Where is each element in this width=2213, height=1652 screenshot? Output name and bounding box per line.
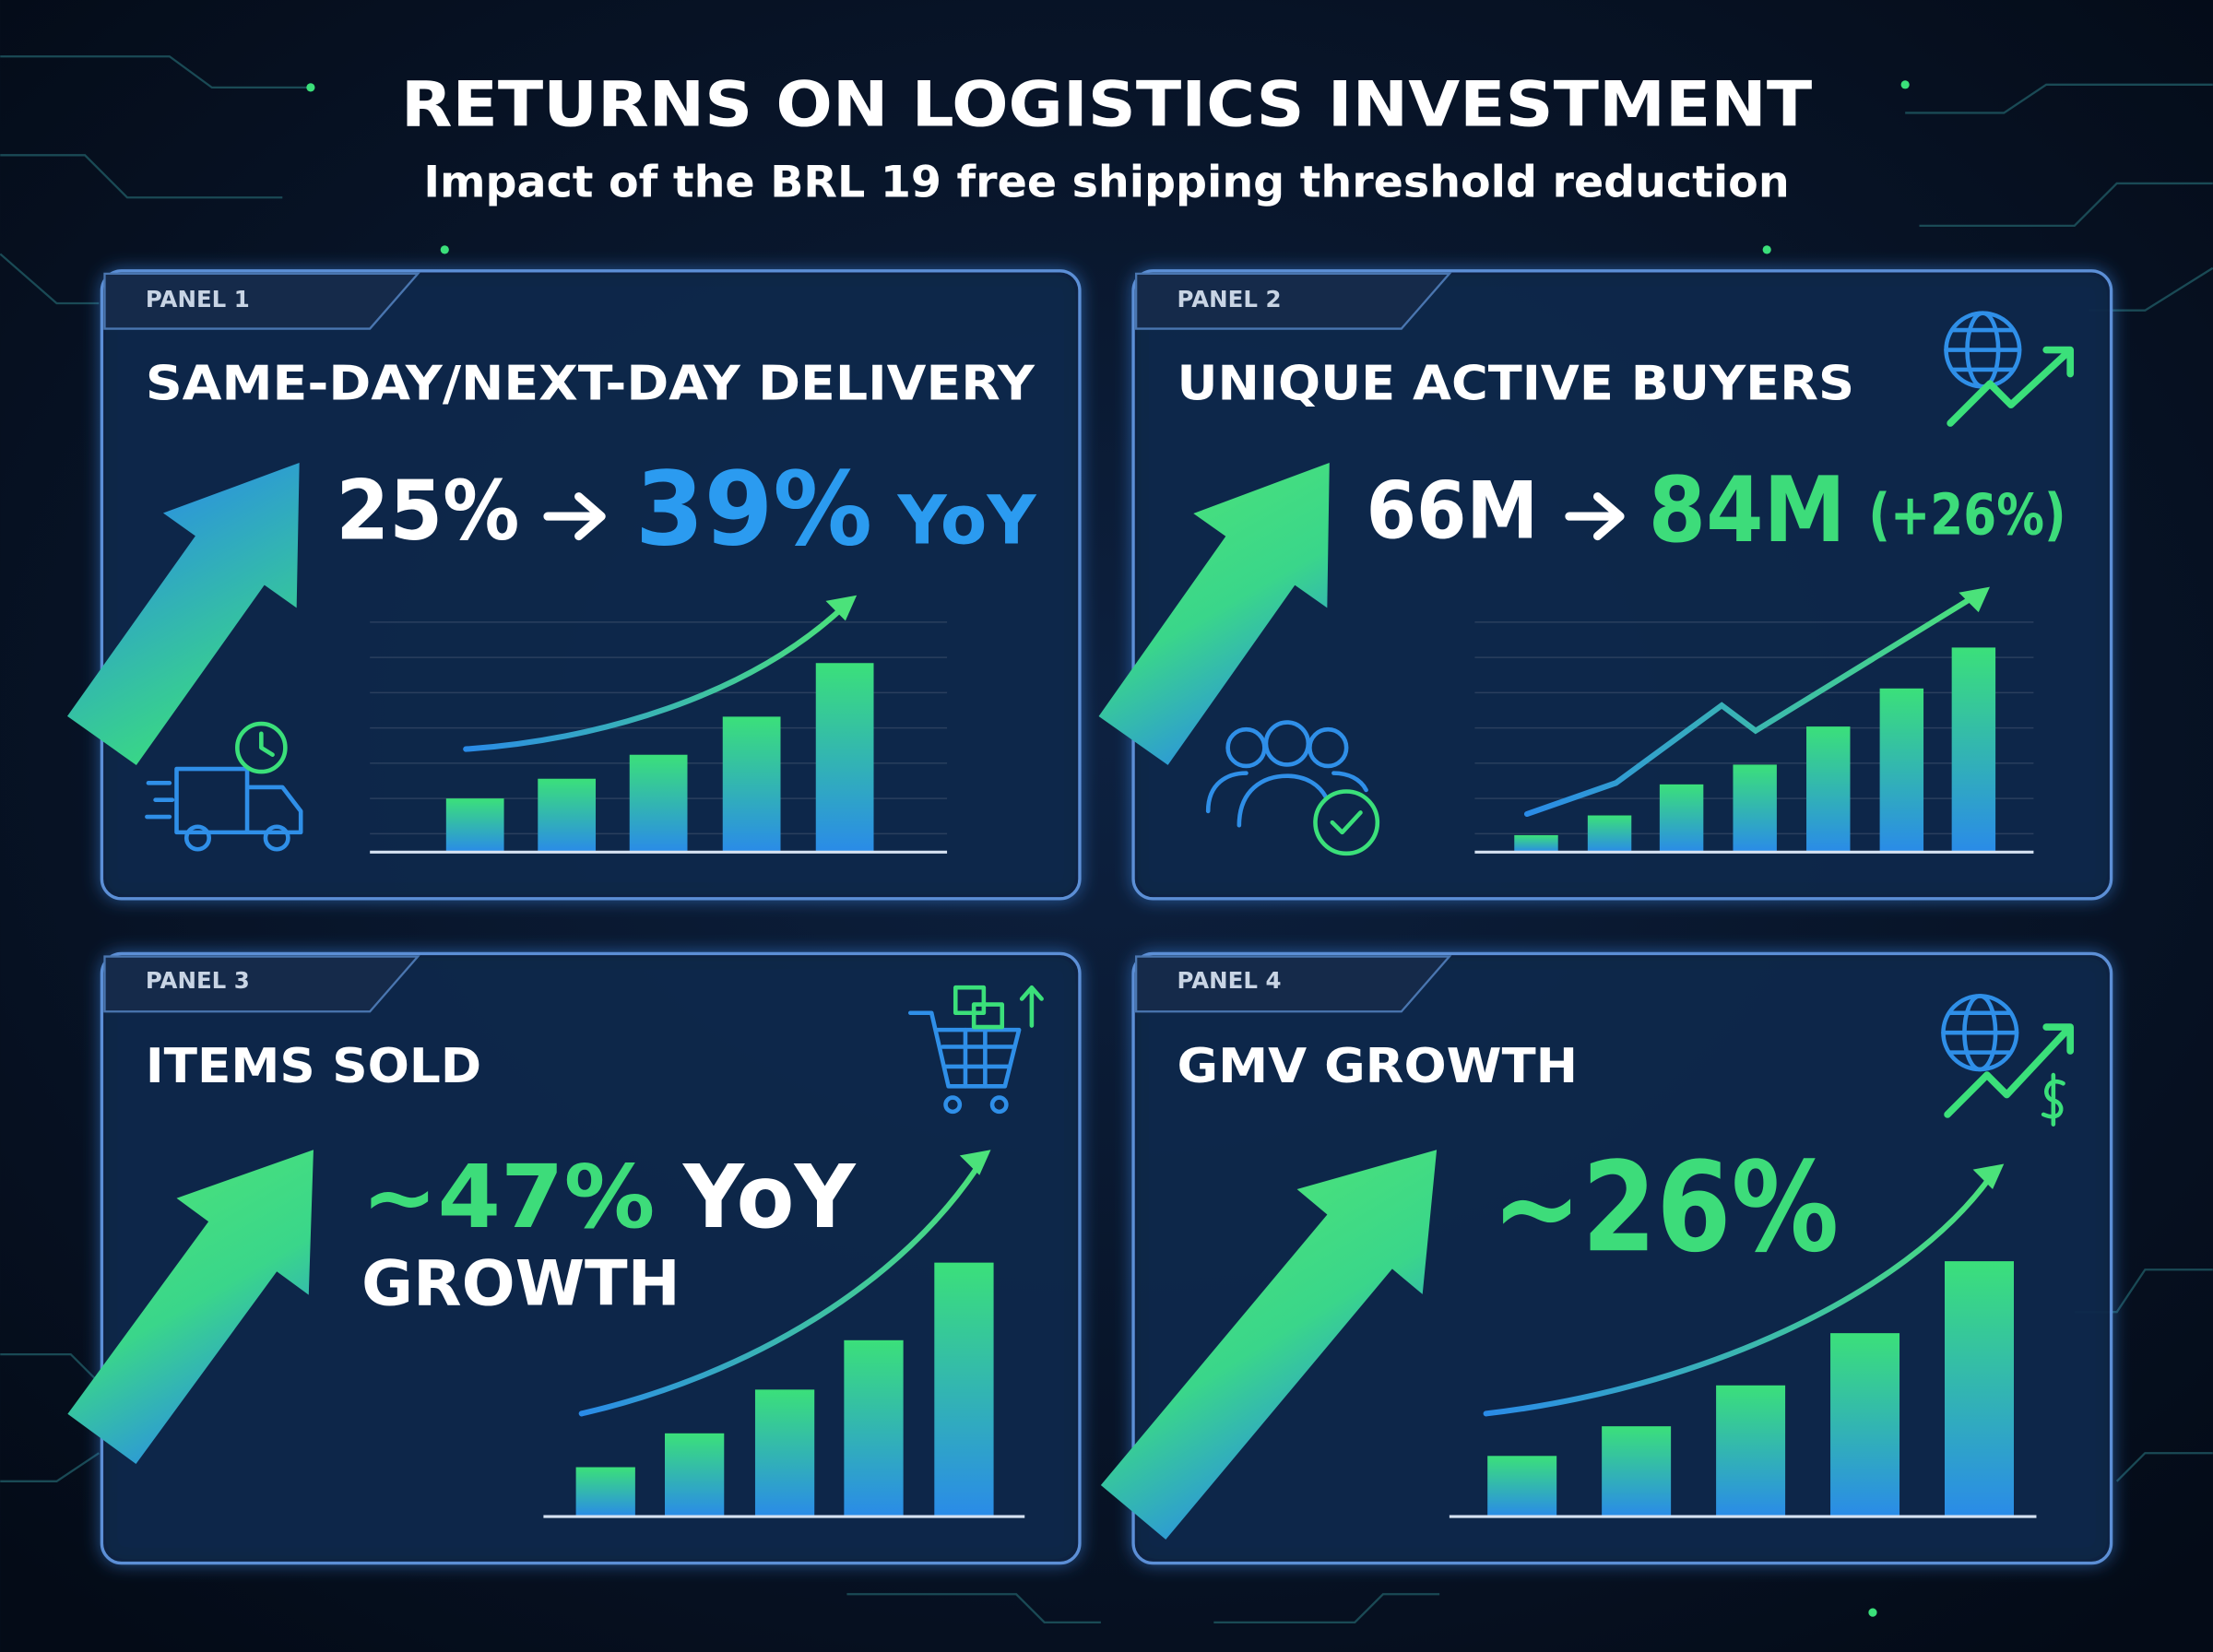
bar [1951,647,1996,853]
bar [815,663,874,853]
bar [1587,815,1632,853]
metric-note: (+26%) [1868,483,2065,549]
bar [665,1433,725,1517]
bar [1806,726,1851,853]
bar [1602,1426,1672,1517]
cart-icon [907,985,1044,1115]
bar [1716,1385,1786,1517]
trend-line [463,600,850,752]
metric-caption: GROWTH [361,1248,680,1320]
title: RETURNS ON LOGISTICS INVESTMENT [401,68,1812,140]
bar [629,754,688,853]
panel-title: ITEMS SOLD [146,1039,481,1094]
big-arrow [1100,1150,1438,1540]
bar [1879,688,1924,853]
bar [445,798,504,853]
panel [100,951,1082,1565]
trend-head [1959,586,1990,613]
trend-head [959,1150,991,1175]
arrow-icon [543,492,606,541]
metric-from: 25% [336,464,519,559]
panel-title: UNIQUE ACTIVE BUYERS [1178,356,1855,411]
decorative-charts [66,462,2037,1540]
panel-label: PANEL 2 [1178,286,1282,313]
panel-title: SAME-DAY/NEXT-DAY DELIVERY [146,356,1036,411]
bar [1830,1333,1900,1517]
trend-line [578,1156,986,1417]
panel-label: PANEL 4 [1178,967,1282,994]
big-arrow [66,462,300,766]
bar [538,778,597,853]
trend-line [1523,591,1982,818]
trend-head [825,595,858,621]
metric-to: 84M [1649,458,1846,563]
bar [754,1389,815,1517]
buyers-icon [1205,720,1380,856]
bar [1945,1261,2014,1517]
big-arrow [1098,462,1330,765]
panel-label: PANEL 1 [146,286,250,313]
bar [722,716,781,853]
truck-icon [145,721,303,852]
gmv-icon [1941,994,2075,1127]
panel [1131,269,2113,901]
bar [1487,1456,1557,1517]
big-arrow [67,1150,314,1465]
metric-from: 66M [1367,466,1539,558]
arrow-icon [1565,492,1625,541]
bar [1659,784,1704,853]
globe-growth-icon [1944,311,2075,427]
bar [575,1467,635,1517]
panel-title: GMV GROWTH [1178,1039,1579,1094]
metric-value: ~26% [1492,1135,1839,1280]
metric-to: 39% [635,450,872,568]
subtitle: Impact of the BRL 19 free shipping thres… [423,157,1789,207]
trend-head [1972,1163,2005,1190]
metric-note: YoY [682,1147,857,1248]
bar [1514,834,1558,853]
bar [844,1339,904,1517]
bar [934,1262,994,1517]
panel-label: PANEL 3 [146,967,250,994]
trend-line [1483,1171,1996,1417]
bar [1733,764,1777,853]
circuit-decoration [0,55,2213,1624]
metric-note: YoY [897,481,1037,560]
panel-tabs [103,272,1452,1013]
metric-value: ~47% [361,1147,655,1248]
